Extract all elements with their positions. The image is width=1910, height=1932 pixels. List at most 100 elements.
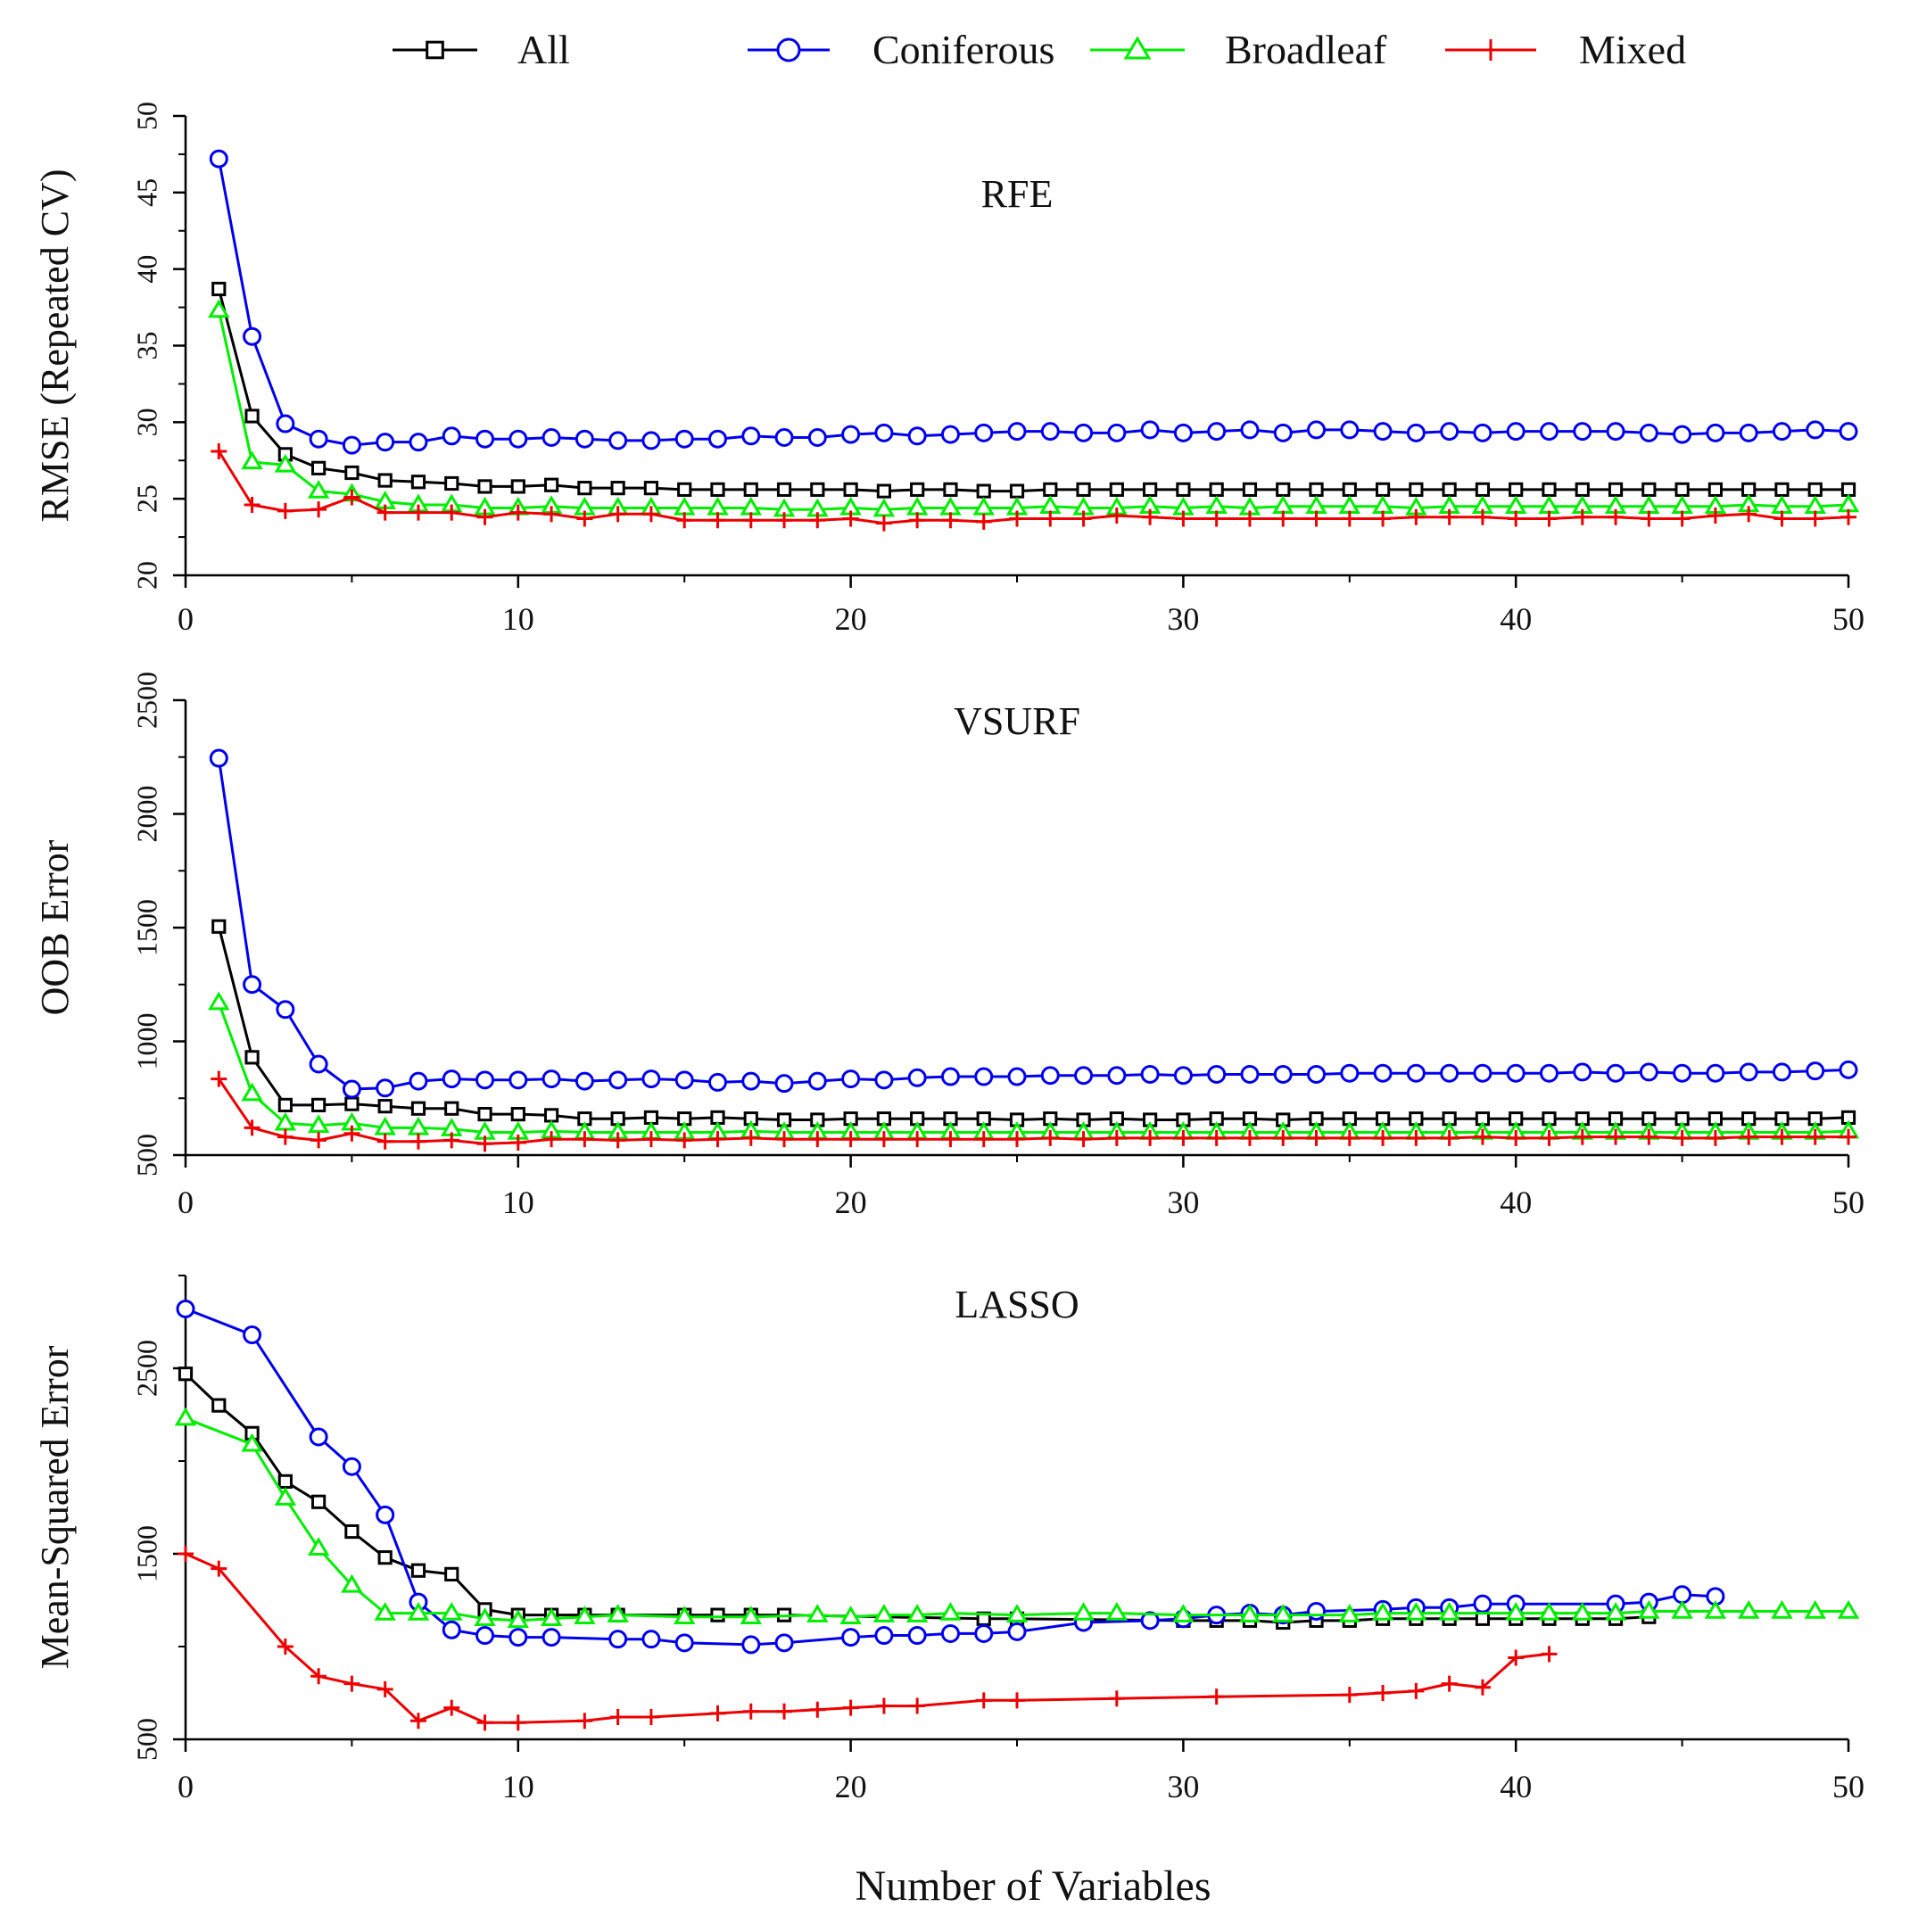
data-point-coniferous xyxy=(1074,423,1094,442)
data-point-mixed xyxy=(1508,1129,1525,1146)
legend-item-all: All xyxy=(393,27,570,72)
data-point-mixed xyxy=(443,1699,460,1716)
data-point-mixed xyxy=(1641,510,1658,527)
y-tick-label: 1000 xyxy=(130,1013,162,1070)
legend-marker-mixed xyxy=(1480,39,1501,61)
data-point-mixed xyxy=(842,1699,859,1716)
data-point-all xyxy=(810,482,825,497)
data-point-broadleaf xyxy=(1072,1602,1095,1621)
data-point-mixed xyxy=(1341,1687,1358,1704)
legend-label-all: All xyxy=(517,27,570,72)
data-point-mixed xyxy=(376,504,393,521)
data-point-coniferous xyxy=(674,429,694,449)
data-point-coniferous xyxy=(1606,422,1625,442)
data-point-coniferous xyxy=(841,1628,861,1647)
series-line-broadleaf xyxy=(217,310,1849,511)
data-point-coniferous xyxy=(741,426,761,446)
data-point-mixed xyxy=(1474,1679,1491,1696)
data-point-mixed xyxy=(1108,1129,1125,1146)
data-point-coniferous xyxy=(1673,425,1692,444)
data-point-all xyxy=(1475,1611,1491,1626)
x-tick-label: 0 xyxy=(178,1185,194,1220)
data-point-mixed xyxy=(1009,510,1025,527)
data-point-all xyxy=(344,1096,360,1111)
data-point-coniferous xyxy=(641,1069,661,1089)
data-point-coniferous xyxy=(1207,422,1227,442)
data-point-broadleaf xyxy=(540,1607,563,1627)
legend-label-mixed: Mixed xyxy=(1579,27,1686,72)
data-point-mixed xyxy=(1208,1129,1225,1146)
data-point-broadleaf xyxy=(607,1604,629,1622)
data-point-mixed xyxy=(1042,510,1059,527)
data-point-broadleaf xyxy=(1039,495,1062,514)
data-point-coniferous xyxy=(1140,1611,1160,1631)
data-point-all xyxy=(211,281,227,297)
legend-marker-broadleaf xyxy=(1123,36,1152,60)
data-point-coniferous xyxy=(1007,1067,1027,1086)
data-point-mixed xyxy=(1641,1128,1658,1145)
data-point-mixed xyxy=(1009,1692,1025,1709)
y-tick-label: 500 xyxy=(130,1134,162,1177)
data-point-mixed xyxy=(909,512,926,529)
data-point-mixed xyxy=(609,1709,626,1726)
data-point-mixed xyxy=(1408,508,1425,525)
data-point-coniferous xyxy=(1173,423,1193,442)
data-point-mixed xyxy=(1574,508,1591,525)
data-point-all xyxy=(1542,482,1557,497)
data-point-coniferous xyxy=(674,1070,694,1090)
data-point-coniferous xyxy=(707,1072,727,1092)
data-point-all xyxy=(277,1097,293,1113)
data-point-all xyxy=(1409,482,1424,497)
data-point-coniferous xyxy=(209,149,228,169)
data-point-mixed xyxy=(211,442,227,459)
data-point-all xyxy=(976,483,991,499)
data-point-coniferous xyxy=(1007,422,1027,442)
data-point-broadleaf xyxy=(1504,1602,1527,1621)
data-point-coniferous xyxy=(1806,1061,1825,1081)
data-point-coniferous xyxy=(1639,423,1658,442)
data-point-all xyxy=(1009,483,1025,499)
data-point-coniferous xyxy=(1406,423,1426,442)
series-mixed xyxy=(211,442,1856,532)
data-point-coniferous xyxy=(442,426,461,446)
data-point-broadleaf xyxy=(806,1604,829,1622)
data-point-broadleaf xyxy=(1538,1602,1560,1621)
data-point-coniferous xyxy=(1307,1601,1327,1621)
data-point-coniferous xyxy=(841,1069,861,1089)
data-point-coniferous xyxy=(575,429,594,449)
data-point-mixed xyxy=(1108,1690,1125,1707)
data-point-coniferous xyxy=(907,1626,927,1646)
data-point-broadleaf xyxy=(341,1573,363,1593)
series-all xyxy=(211,919,1856,1127)
data-point-coniferous xyxy=(1440,422,1459,442)
data-point-coniferous xyxy=(475,1070,495,1090)
data-point-broadleaf xyxy=(839,1606,862,1624)
x-tick-label: 40 xyxy=(1500,601,1532,637)
data-point-mixed xyxy=(509,1134,526,1151)
data-point-coniferous xyxy=(309,429,328,449)
data-point-all xyxy=(510,479,525,494)
data-point-mixed xyxy=(1608,508,1625,525)
data-point-mixed xyxy=(1707,508,1724,524)
data-point-mixed xyxy=(709,1705,726,1721)
data-point-all xyxy=(1707,482,1723,497)
data-point-mixed xyxy=(642,1131,659,1148)
x-tick-label: 50 xyxy=(1832,601,1865,637)
legend: All Coniferous Broadleaf Mixed xyxy=(393,27,1686,72)
panel-title: VSURF xyxy=(954,699,1080,743)
y-tick-label: 2500 xyxy=(130,1340,162,1397)
data-point-mixed xyxy=(443,1132,460,1149)
data-point-mixed xyxy=(875,515,892,532)
data-point-mixed xyxy=(942,512,959,529)
data-point-all xyxy=(743,482,758,497)
data-point-mixed xyxy=(1275,510,1292,527)
data-point-broadleaf xyxy=(1671,1599,1693,1619)
data-point-all xyxy=(1807,482,1823,497)
data-point-coniferous xyxy=(1639,1062,1658,1082)
data-point-mixed xyxy=(642,506,659,523)
data-point-coniferous xyxy=(1573,422,1592,442)
data-point-all xyxy=(1608,482,1624,497)
data-point-coniferous xyxy=(1739,423,1758,442)
data-point-mixed xyxy=(277,1639,294,1655)
data-point-mixed xyxy=(1341,1129,1358,1146)
